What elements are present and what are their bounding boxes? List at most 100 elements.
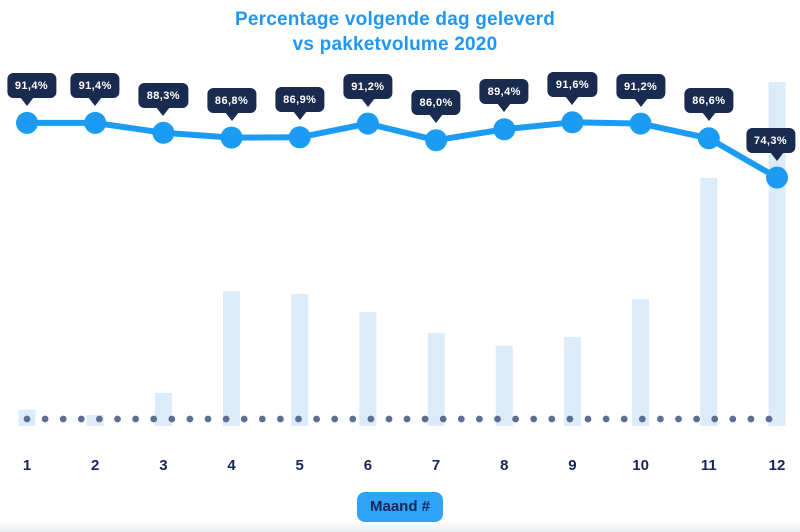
- data-point: [152, 121, 175, 144]
- data-point: [766, 166, 788, 189]
- baseline-dot: [367, 415, 375, 423]
- value-badge-pointer: [701, 112, 716, 122]
- baseline-dot: [186, 415, 194, 423]
- data-point: [356, 112, 379, 135]
- chart-title-line1: Percentage volgende dag geleverd: [234, 9, 555, 30]
- baseline-dot: [548, 415, 556, 423]
- x-axis-tick: 9: [568, 457, 577, 474]
- baseline-dot: [331, 415, 339, 423]
- value-badge: 86,6%: [684, 88, 734, 114]
- baseline-dot: [512, 415, 519, 423]
- chart-title: Percentage volgende dag geleverd vs pakk…: [0, 7, 790, 57]
- baseline-dot: [59, 415, 67, 423]
- volume-bar: [563, 336, 581, 426]
- volume-bar: [495, 345, 513, 426]
- x-axis-title-label: Maand #: [369, 498, 431, 515]
- x-axis-tick: 2: [91, 457, 100, 474]
- value-badge-pointer: [429, 114, 444, 124]
- baseline-dot: [23, 415, 31, 423]
- x-axis-tick: 1: [22, 457, 32, 474]
- data-point: [288, 126, 311, 149]
- baseline-dot: [385, 415, 393, 423]
- data-point: [84, 111, 107, 134]
- baseline-dot: [530, 415, 538, 423]
- baseline-dot: [494, 415, 501, 423]
- baseline-dot: [41, 415, 49, 423]
- value-badge: 74,3%: [745, 127, 796, 153]
- data-point: [493, 118, 516, 141]
- baseline-dot: [693, 415, 700, 423]
- value-badge-pointer: [769, 151, 784, 161]
- value-badge-pointer: [292, 111, 307, 121]
- x-axis-tick: 12: [768, 457, 786, 474]
- data-point: [16, 111, 38, 134]
- value-badge: 91,4%: [70, 72, 120, 98]
- baseline-dot: [313, 415, 320, 423]
- value-badge: 91,6%: [547, 72, 598, 98]
- x-axis-title-badge: Maand #: [356, 492, 444, 522]
- baseline-dot: [439, 415, 447, 423]
- value-badge-pointer: [224, 111, 239, 121]
- volume-bar: [632, 299, 650, 426]
- value-badge: 86,9%: [275, 87, 325, 113]
- baseline-dot: [204, 415, 212, 423]
- value-badge-pointer: [360, 97, 375, 107]
- volume-bar: [154, 393, 172, 426]
- baseline-dot: [476, 415, 483, 423]
- baseline-dot: [675, 415, 682, 423]
- baseline-dot: [421, 415, 429, 423]
- baseline-dot: [132, 415, 140, 423]
- data-point: [697, 127, 720, 150]
- x-axis-tick: 7: [431, 457, 441, 474]
- data-point: [561, 111, 584, 134]
- baseline-dot: [403, 415, 411, 423]
- value-badge-pointer: [633, 97, 648, 107]
- x-axis-tick: 6: [363, 457, 373, 474]
- baseline-dot: [114, 415, 121, 423]
- baseline-dot: [747, 415, 755, 423]
- volume-bar: [223, 291, 240, 426]
- x-axis-tick: 3: [159, 457, 168, 474]
- baseline-dot: [349, 415, 357, 423]
- value-badge-pointer: [156, 106, 171, 116]
- baseline-dot: [295, 415, 302, 423]
- volume-bar: [86, 415, 104, 426]
- value-badge: 89,4%: [479, 79, 529, 105]
- value-badge: 86,0%: [411, 90, 461, 116]
- baseline-dot: [77, 415, 85, 423]
- baseline-dot: [638, 415, 646, 423]
- baseline-dot: [240, 415, 248, 423]
- volume-bar: [359, 312, 377, 426]
- volume-bar: [291, 293, 309, 426]
- x-axis-tick: 11: [700, 457, 717, 474]
- baseline-dot: [620, 415, 628, 423]
- value-badge: 88,3%: [138, 82, 188, 108]
- baseline-dot: [277, 415, 284, 423]
- x-axis-tick: 10: [632, 457, 649, 474]
- baseline-dot: [168, 415, 176, 423]
- value-badge: 91,2%: [343, 73, 393, 99]
- baseline-dot: [657, 415, 664, 423]
- volume-bar: [427, 333, 445, 426]
- value-badge-pointer: [20, 96, 34, 106]
- value-badge: 91,4%: [6, 72, 57, 98]
- baseline-dot: [729, 415, 737, 423]
- x-axis-tick: 4: [227, 457, 236, 474]
- baseline-dot: [96, 415, 103, 423]
- value-badge-pointer: [497, 103, 512, 113]
- value-badge: 91,2%: [616, 73, 666, 99]
- delivery-percentage-line: [24, 119, 780, 181]
- baseline-dot: [222, 415, 230, 423]
- value-badge: 86,8%: [206, 87, 257, 113]
- baseline-dot: [602, 415, 610, 423]
- data-point: [629, 112, 652, 135]
- bottom-strip: [0, 523, 800, 532]
- x-axis-tick: 5: [295, 457, 304, 474]
- baseline-dot: [258, 415, 266, 423]
- x-axis-tick: 8: [500, 457, 509, 474]
- value-badge-pointer: [565, 96, 580, 106]
- baseline-dot: [150, 415, 158, 423]
- baseline-dot: [584, 415, 592, 423]
